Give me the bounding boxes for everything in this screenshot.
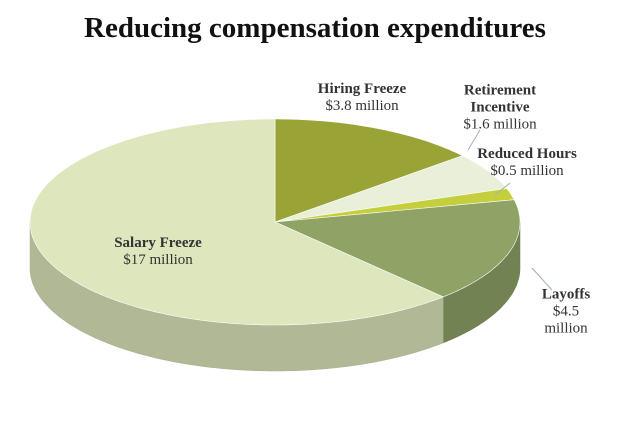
category-label: Salary Freeze	[114, 235, 202, 251]
value-label: $1.6 million	[463, 116, 537, 133]
leader-line	[531, 267, 553, 291]
slice-label: Layoffs $4.5 million	[534, 287, 598, 338]
slice-label: Retirement Incentive $1.6 million	[455, 83, 545, 134]
slice-label: Salary Freeze $17 million	[114, 235, 202, 269]
slice	[274, 155, 508, 223]
category-label: Hiring Freeze	[317, 81, 407, 97]
category-label: Retirement Incentive	[463, 82, 537, 116]
value-label: $4.5 million	[544, 303, 588, 337]
slice-label: Reduced Hours $0.5 million	[477, 146, 577, 180]
slice	[274, 118, 464, 223]
slice	[274, 188, 515, 223]
slice	[29, 118, 444, 326]
value-label: $17 million	[123, 252, 193, 268]
value-label: $0.5 million	[490, 163, 564, 179]
category-label: Reduced Hours	[477, 146, 577, 162]
value-label: $3.8 million	[325, 98, 399, 114]
leader-line	[494, 182, 511, 196]
chart-title: Reducing compensation expenditures	[84, 12, 546, 44]
slice-label: Hiring Freeze $3.8 million	[318, 81, 406, 115]
slice	[273, 199, 521, 298]
category-label: Layoffs	[541, 286, 591, 303]
leader-line	[467, 129, 481, 151]
